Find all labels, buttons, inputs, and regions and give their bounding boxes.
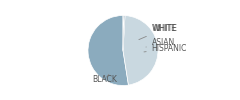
Wedge shape <box>123 16 158 85</box>
Wedge shape <box>123 16 125 50</box>
Text: BLACK: BLACK <box>92 74 117 84</box>
Text: ASIAN: ASIAN <box>146 38 175 47</box>
Text: WHITE: WHITE <box>153 24 178 33</box>
Text: HISPANIC: HISPANIC <box>144 44 187 53</box>
Text: WHITE: WHITE <box>139 24 177 40</box>
Wedge shape <box>88 16 128 86</box>
Wedge shape <box>123 16 124 50</box>
